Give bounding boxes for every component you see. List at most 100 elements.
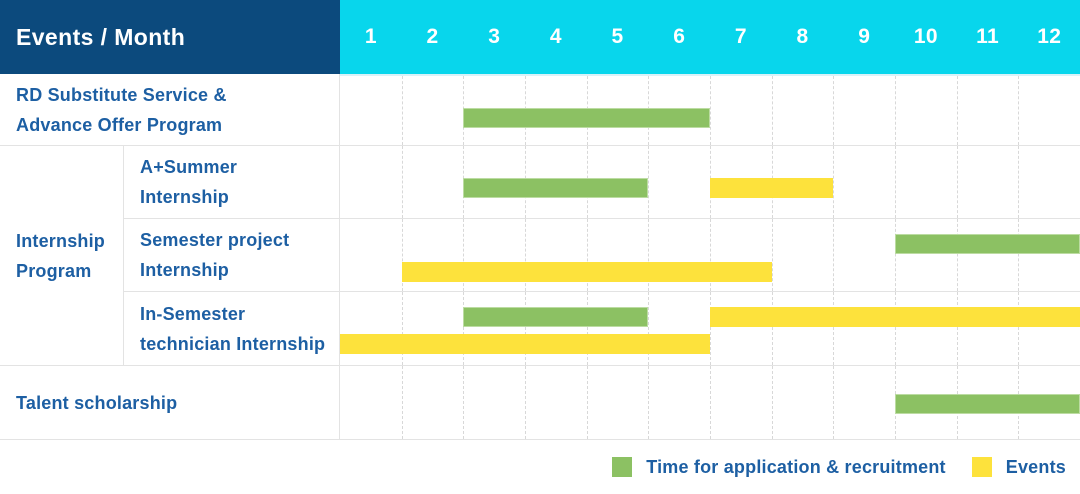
- month-header-9: 9: [858, 25, 871, 48]
- row-label-line: Internship: [140, 260, 230, 280]
- month-gridline: [586, 292, 588, 365]
- month-gridline: [525, 219, 526, 291]
- row-label-line: A+Summer: [140, 157, 238, 177]
- month-gridline: [833, 146, 835, 218]
- row-label-a-plus-summer: A+Summer Internship: [124, 146, 340, 218]
- gantt-lane-talent-scholarship: [340, 366, 1080, 439]
- table-row: Semester project Internship: [124, 219, 1080, 292]
- month-gridline: [648, 292, 650, 365]
- month-gridline: [956, 219, 958, 291]
- month-gridline: [895, 219, 896, 291]
- month-gridline: [401, 366, 403, 439]
- row-label-line: Advance Offer Program: [16, 114, 223, 135]
- page-title: Events / Month: [16, 23, 186, 50]
- month-gridline: [833, 219, 835, 291]
- legend-item-events: Events: [971, 456, 1066, 478]
- month-gridline: [771, 292, 773, 365]
- month-gridline: [710, 219, 711, 291]
- green-swatch-icon: [612, 457, 633, 477]
- month-header-2: 2: [426, 25, 439, 48]
- row-label-line: In-Semester: [140, 303, 246, 324]
- month-gridline: [956, 146, 958, 218]
- gantt-bar-application: [463, 307, 649, 327]
- month-header-5: 5: [611, 25, 624, 48]
- table-row: In-Semester technician Internship: [124, 292, 1080, 366]
- month-gridline: [895, 76, 896, 145]
- group-label-line: Program: [16, 260, 92, 281]
- month-gridline: [710, 76, 711, 145]
- month-gridline: [710, 292, 711, 365]
- month-gridline: [956, 292, 958, 365]
- row-label-line: Talent scholarship: [16, 392, 178, 413]
- month-gridline: [833, 366, 835, 439]
- gantt-bar-application: [463, 108, 710, 128]
- legend-label: Events: [1005, 456, 1066, 477]
- month-header-strip: 1 2 3 4 5 6 7 8 9 10 11 12: [340, 0, 1080, 74]
- legend-item-application: Time for application & recruitment: [612, 457, 946, 478]
- month-header-12: 12: [1037, 25, 1062, 48]
- table-row: RD Substitute Service & Advance Offer Pr…: [0, 74, 1080, 146]
- month-gridline: [710, 366, 711, 439]
- month-gridline: [525, 292, 526, 365]
- month-gridline: [401, 292, 403, 365]
- month-header-4: 4: [549, 25, 562, 48]
- gantt-bar-event: [710, 178, 834, 198]
- month-gridline: [771, 219, 773, 291]
- gantt-lane-a-plus-summer: [340, 146, 1080, 218]
- gantt-bar-application: [463, 178, 649, 198]
- month-gridline: [1018, 146, 1020, 218]
- month-gridline: [586, 366, 588, 439]
- gantt-bar-event: [340, 334, 710, 354]
- yellow-swatch-icon: [971, 457, 992, 477]
- legend-label: Time for application & recruitment: [646, 456, 946, 477]
- gantt-bar-application: [895, 394, 1080, 414]
- month-gridline: [1018, 76, 1020, 145]
- month-gridline: [1018, 219, 1020, 291]
- month-header-3: 3: [488, 25, 501, 48]
- row-label-in-semester: In-Semester technician Internship: [124, 292, 340, 365]
- group-label-line: Internship: [16, 230, 106, 251]
- row-label-rd-substitute: RD Substitute Service & Advance Offer Pr…: [0, 74, 340, 145]
- gantt-bar-event: [401, 262, 772, 282]
- row-label-talent-scholarship: Talent scholarship: [0, 366, 340, 439]
- month-header-1: 1: [364, 25, 377, 48]
- row-label-line: technician Internship: [140, 333, 326, 354]
- month-gridline: [771, 366, 773, 439]
- month-gridline: [586, 219, 588, 291]
- month-gridline: [771, 76, 773, 145]
- gantt-lane-in-semester: [340, 292, 1080, 365]
- month-gridline: [833, 292, 835, 365]
- group-label-internship-program: Internship Program: [0, 146, 124, 366]
- month-gridline: [401, 146, 403, 218]
- month-gridline: [401, 219, 403, 291]
- month-gridline: [401, 76, 403, 145]
- month-gridline: [1018, 292, 1020, 365]
- month-gridline: [648, 219, 650, 291]
- month-gridline: [956, 76, 958, 145]
- month-gridline: [895, 292, 896, 365]
- header-title-cell: Events / Month: [0, 0, 340, 74]
- month-gridline: [463, 292, 465, 365]
- row-label-line: Internship: [140, 187, 230, 207]
- month-gridline: [463, 366, 465, 439]
- gantt-lane-rd-substitute: [340, 74, 1080, 145]
- row-label-line: Semester project: [140, 230, 290, 250]
- row-label-line: RD Substitute Service &: [16, 84, 227, 105]
- month-gridline: [833, 76, 835, 145]
- month-gridline: [525, 366, 526, 439]
- month-gridline: [895, 146, 896, 218]
- gantt-bar-application: [895, 234, 1080, 254]
- row-group-internship-program: Internship Program A+Summer Internship S…: [0, 146, 1080, 366]
- table-row: A+Summer Internship: [124, 146, 1080, 219]
- month-gridline: [463, 219, 465, 291]
- month-header-10: 10: [913, 25, 938, 48]
- month-header-6: 6: [673, 25, 686, 48]
- month-header-11: 11: [976, 25, 999, 48]
- month-gridline: [648, 146, 650, 218]
- month-header-8: 8: [796, 25, 809, 48]
- gantt-bar-event: [710, 307, 1080, 327]
- gantt-lane-semester-project: [340, 219, 1080, 291]
- month-header-7: 7: [734, 25, 747, 48]
- chart-legend: Time for application & recruitment Event…: [0, 440, 1080, 494]
